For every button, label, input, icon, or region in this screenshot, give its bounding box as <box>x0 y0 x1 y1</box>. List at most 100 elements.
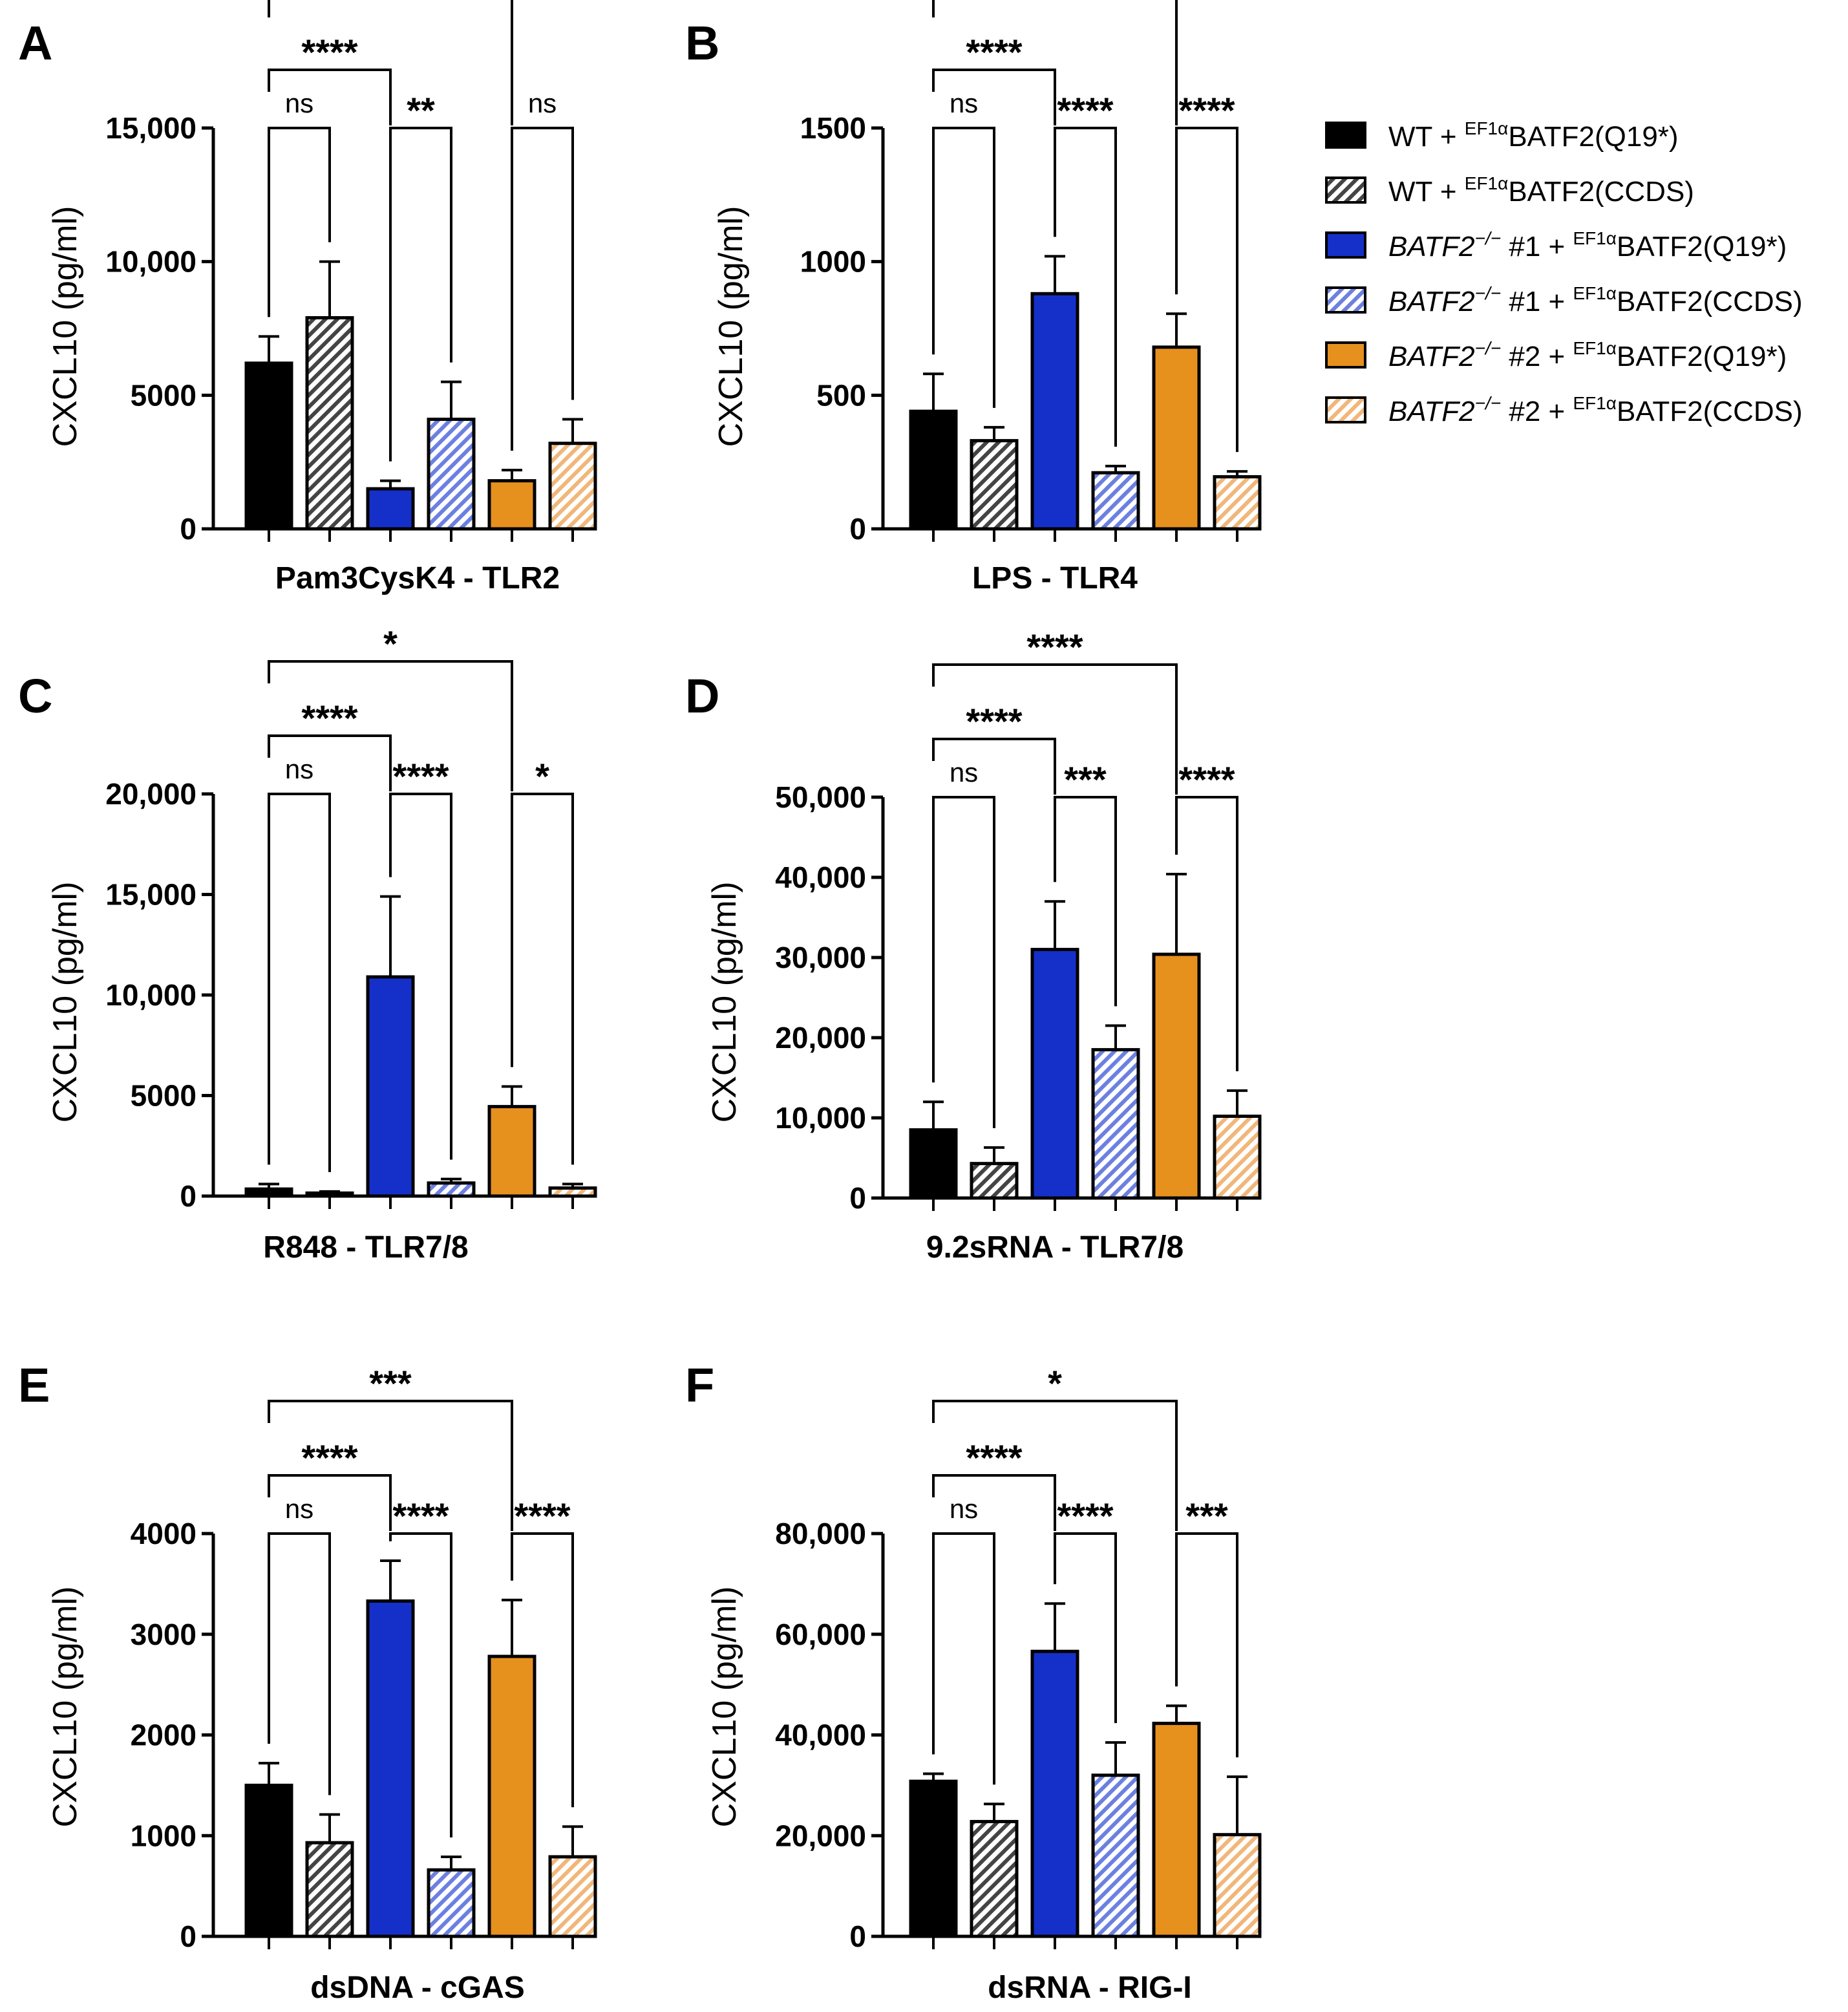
sig-label: **** <box>514 1495 570 1536</box>
sig-label: **** <box>1178 759 1235 800</box>
sig-label: ns <box>950 1493 978 1524</box>
bar <box>366 487 415 531</box>
bar <box>1213 1115 1262 1200</box>
bar <box>305 1191 354 1198</box>
panel-b-ylabel: CXCL10 (pg/ml) <box>712 206 750 447</box>
bar <box>1091 1048 1140 1200</box>
bar <box>244 361 293 531</box>
sig-label: ns <box>285 754 313 784</box>
y-tick-label: 15,000 <box>105 878 196 912</box>
y-tick-label: 60,000 <box>775 1618 866 1651</box>
y-tick-label: 30,000 <box>775 941 866 974</box>
sig-label: **** <box>301 1437 357 1478</box>
sig-label: **** <box>392 756 449 797</box>
sig-bracket-long <box>268 1400 513 1531</box>
sig-bracket <box>511 1532 574 1808</box>
bar <box>244 1187 293 1198</box>
bar <box>909 1779 958 1938</box>
sig-label: **** <box>301 32 357 72</box>
sig-bracket <box>389 793 452 1160</box>
sig-label: **** <box>392 1495 449 1536</box>
sig-label: ** <box>407 90 435 131</box>
y-tick-label: 0 <box>180 1179 196 1213</box>
legend-swatch <box>1325 341 1366 369</box>
y-tick-label: 40,000 <box>775 1718 866 1752</box>
panel-letter-f: F <box>685 1358 714 1412</box>
y-tick-label: 3000 <box>131 1618 196 1651</box>
sig-bracket <box>1054 1532 1117 1724</box>
y-tick-label: 0 <box>849 1920 866 1953</box>
sig-bracket <box>932 1532 995 1785</box>
sig-label: **** <box>301 698 357 738</box>
legend-swatch <box>1325 231 1366 259</box>
panel-c: C CXCL10 (pg/ml) R848 - TLR7/8 0 5000 10,0… <box>18 623 597 1265</box>
sig-label: *** <box>1064 759 1107 800</box>
bar <box>1030 948 1079 1200</box>
sig-label: ns <box>950 757 978 787</box>
bar <box>909 409 958 531</box>
panel-letter-d: D <box>685 669 719 723</box>
y-tick-label: 0 <box>849 1181 866 1215</box>
panel-e: E CXCL10 (pg/ml) dsDNA - cGAS 0 1000 2000 3… <box>18 1358 597 2005</box>
bar <box>1213 475 1262 531</box>
bar <box>1091 471 1140 531</box>
sig-bracket <box>932 127 995 408</box>
sig-bracket <box>511 793 574 1165</box>
panel-a-xlabel: Pam3CysK4 - TLR2 <box>275 561 560 595</box>
sig-label: ns <box>285 1493 313 1524</box>
legend-swatch <box>1325 286 1366 314</box>
sig-bracket-long <box>932 1474 1056 1531</box>
sig-bracket <box>1175 1532 1238 1758</box>
panel-d-xlabel: 9.2sRNA - TLR7/8 <box>926 1230 1184 1265</box>
legend-label: BATF2−/− #1 + EF1αBATF2(Q19*) <box>1388 228 1787 262</box>
legend: WT + EF1αBATF2(Q19*) WT + EF1αBATF2(CCDS)… <box>1325 118 1803 427</box>
panel-letter-b: B <box>685 16 719 70</box>
panel-b: B CXCL10 (pg/ml) LPS - TLR4 0 500 1000 1500… <box>685 0 1262 595</box>
bar <box>427 1868 476 1938</box>
sig-bracket <box>932 796 995 1128</box>
bar <box>548 1855 597 1938</box>
sig-bracket-long <box>932 663 1178 795</box>
sig-label: ns <box>528 88 557 118</box>
y-tick-label: 4000 <box>131 1517 196 1550</box>
sig-bracket <box>511 127 574 451</box>
y-tick-label: 0 <box>180 512 196 546</box>
sig-bracket-long <box>932 69 1056 125</box>
sig-label: * <box>1048 1363 1062 1404</box>
sig-bracket <box>1054 127 1117 447</box>
bar <box>1030 1649 1079 1938</box>
sig-bracket-long <box>932 0 1178 125</box>
panel-f-ylabel: CXCL10 (pg/ml) <box>706 1587 743 1828</box>
y-tick-label: 20,000 <box>105 777 196 811</box>
bar <box>1152 345 1201 531</box>
legend-label: WT + EF1αBATF2(CCDS) <box>1388 173 1694 208</box>
sig-bracket <box>268 793 331 1172</box>
sig-label: ns <box>285 88 313 118</box>
sig-label: *** <box>369 1363 412 1404</box>
bar <box>1152 952 1201 1200</box>
bar <box>970 1819 1019 1938</box>
bar <box>244 1783 293 1938</box>
legend-swatch <box>1325 122 1366 149</box>
bar <box>548 1186 597 1198</box>
y-tick-label: 40,000 <box>775 861 866 894</box>
panel-letter-a: A <box>18 16 52 70</box>
sig-bracket <box>1175 127 1238 453</box>
legend-swatch <box>1325 396 1366 423</box>
y-tick-label: 1000 <box>131 1819 196 1852</box>
y-tick-label: 1500 <box>800 111 866 145</box>
y-tick-label: 500 <box>816 378 866 412</box>
sig-bracket-long <box>932 738 1056 795</box>
sig-bracket-long <box>268 660 513 791</box>
y-tick-label: 80,000 <box>775 1517 866 1550</box>
panel-b-xlabel: LPS - TLR4 <box>972 561 1138 595</box>
legend-swatch <box>1325 177 1366 204</box>
bar <box>970 439 1019 531</box>
panel-c-ylabel: CXCL10 (pg/ml) <box>47 882 84 1123</box>
bar <box>427 1181 476 1198</box>
bar <box>366 975 415 1198</box>
panel-letter-e: E <box>18 1358 50 1412</box>
sig-label: * <box>383 623 398 664</box>
y-tick-label: 20,000 <box>775 1819 866 1852</box>
bar <box>909 1128 958 1200</box>
